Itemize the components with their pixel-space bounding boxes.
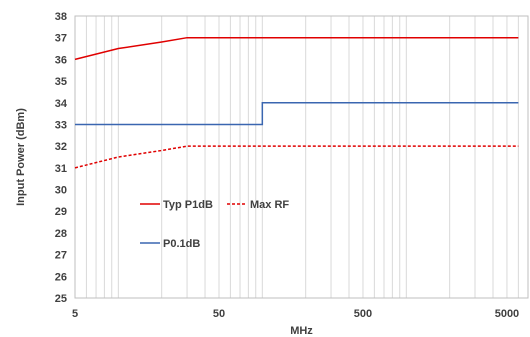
y-tick-label: 33: [55, 119, 67, 131]
x-tick-label: 5: [72, 308, 78, 320]
y-tick-label: 38: [55, 11, 67, 23]
y-tick-label: 35: [55, 76, 67, 88]
x-tick-label: 5000: [495, 308, 519, 320]
series-line-typ-p1db: [74, 36, 519, 61]
x-tick-label: 50: [213, 308, 225, 320]
y-tick-label: 36: [55, 54, 67, 66]
x-axis-title: MHz: [290, 325, 313, 337]
series-line-p0-1db: [75, 102, 519, 126]
legend-max-rf-label: Max RF: [250, 199, 289, 211]
y-tick-label: 30: [55, 185, 67, 197]
plot-frame: [74, 15, 529, 299]
legend-p01db-label: P0.1dB: [163, 238, 200, 250]
legend: Typ P1dB Max RF P0.1dB: [140, 199, 289, 250]
y-tick-label: 32: [55, 141, 67, 153]
y-tick-label: 31: [55, 163, 67, 175]
x-tick-label: 500: [354, 308, 372, 320]
y-tick-label: 27: [55, 250, 67, 262]
grid: [85, 16, 519, 298]
y-tick-label: 37: [55, 33, 67, 45]
y-tick-label: 26: [55, 271, 67, 283]
series-lines: [74, 36, 519, 169]
y-tick-label: 34: [55, 98, 68, 110]
y-tick-label: 29: [55, 206, 67, 218]
y-tick-label: 25: [55, 293, 67, 305]
legend-typ-p1db-label: Typ P1dB: [163, 199, 213, 211]
series-line-max-rf: [74, 145, 519, 169]
x-tick-labels: 5 50 500 5000: [72, 308, 519, 320]
y-tick-label: 28: [55, 228, 67, 240]
y-tick-labels: 25 26 27 28 29 30 31 32 33 34 35 36 37 38: [55, 11, 68, 305]
y-axis-title: Input Power (dBm): [15, 108, 27, 206]
